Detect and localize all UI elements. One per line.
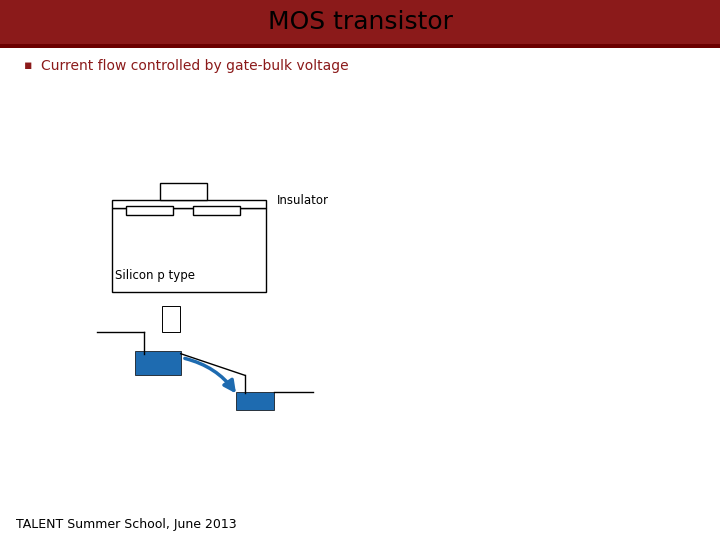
Text: MOS transistor: MOS transistor [268, 10, 452, 34]
Bar [112, 208, 266, 292]
Bar [0, 0, 115, 44]
Bar [0, 0, 720, 44]
Text: Insulator: Insulator [277, 194, 329, 207]
Bar [162, 306, 180, 332]
Text: ▪: ▪ [24, 59, 32, 72]
Text: Silicon p type: Silicon p type [115, 269, 195, 282]
Text: Current flow controlled by gate-bulk voltage: Current flow controlled by gate-bulk vol… [41, 59, 348, 73]
Bar [236, 392, 274, 410]
Bar [0, 44, 720, 48]
Bar [135, 351, 181, 375]
Bar [112, 200, 266, 208]
Bar [193, 206, 240, 215]
Bar [126, 206, 173, 215]
Text: TALENT Summer School, June 2013: TALENT Summer School, June 2013 [16, 518, 236, 531]
Bar [160, 183, 207, 200]
